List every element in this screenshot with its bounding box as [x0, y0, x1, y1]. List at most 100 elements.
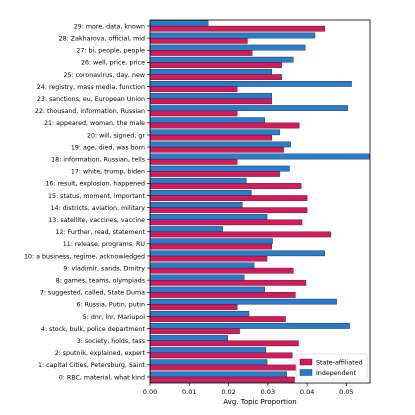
y-tick-label: 8: games, teams, olympiads — [56, 277, 145, 284]
bar-independent-2 — [149, 347, 267, 353]
legend-label-state-affiliated: State-affiliated — [316, 360, 363, 367]
bar-state-affiliated-18 — [149, 158, 238, 165]
bar-state-affiliated-12 — [149, 231, 331, 238]
bar-state-affiliated-3 — [149, 340, 299, 347]
y-tick-label: 2: sputnik, explained, expert — [55, 350, 146, 357]
bar-state-affiliated-27 — [149, 50, 253, 56]
bar-independent-12 — [149, 226, 223, 232]
bar-independent-17 — [149, 165, 290, 172]
bar-independent-24 — [149, 81, 352, 87]
y-tick-label: 19: age, died, was born — [71, 144, 145, 151]
bar-state-affiliated-24 — [149, 86, 238, 93]
bar-state-affiliated-26 — [149, 62, 282, 68]
bar-independent-27 — [149, 44, 306, 51]
bar-independent-25 — [149, 68, 272, 75]
bar-independent-13 — [149, 214, 268, 220]
bar-state-affiliated-0 — [149, 376, 295, 383]
bar-independent-26 — [149, 56, 294, 63]
y-tick-label: 25: coronavirus, day, new — [63, 72, 145, 79]
bar-state-affiliated-14 — [149, 207, 308, 214]
bar-state-affiliated-22 — [149, 110, 238, 117]
bar-state-affiliated-23 — [149, 98, 272, 105]
plot-frame — [149, 19, 371, 384]
legend-swatch-independent — [299, 369, 313, 376]
y-tick-label: 12: Further, read, statement — [55, 229, 145, 236]
bar-independent-5 — [149, 310, 250, 317]
bar-state-affiliated-19 — [149, 146, 284, 153]
bar-independent-6 — [149, 298, 337, 305]
bar-state-affiliated-25 — [149, 74, 282, 80]
bar-state-affiliated-5 — [149, 316, 286, 322]
bar-state-affiliated-29 — [149, 25, 326, 32]
y-tick-label: 11: release, programs, RU — [63, 241, 146, 248]
x-axis-ticks: 0.00 0.01 0.02 0.03 0.04 0.05 — [143, 383, 354, 396]
y-tick-label: 15: status, moment, important — [48, 193, 146, 200]
x-tick-label: 0.05 — [339, 388, 353, 396]
bar-independent-18 — [149, 153, 370, 160]
bar-independent-8 — [149, 274, 245, 281]
bar-independent-16 — [149, 177, 247, 184]
y-tick-label: 4: stock, bulk, police department — [41, 326, 146, 333]
y-tick-label: 29: more, data, known — [74, 23, 145, 30]
legend: State-affiliated Independent — [295, 353, 368, 381]
bar-state-affiliated-2 — [149, 352, 293, 359]
y-tick-label: 23: sanctions, eu, European Union — [37, 96, 145, 103]
bar-state-affiliated-6 — [149, 304, 238, 310]
bar-independent-10 — [149, 250, 326, 257]
bar-independent-19 — [149, 141, 291, 148]
bar-state-affiliated-28 — [149, 37, 248, 44]
bar-state-affiliated-8 — [149, 279, 307, 286]
y-tick-label: 3: society, holds, tass — [77, 338, 145, 345]
y-tick-label: 28: Zakharova, official, mid — [59, 35, 145, 42]
x-tick-label: 0.02 — [221, 388, 235, 396]
bar-state-affiliated-16 — [149, 183, 302, 189]
bar-state-affiliated-20 — [149, 134, 272, 141]
bar-independent-4 — [149, 323, 350, 329]
bar-state-affiliated-15 — [149, 195, 308, 201]
bar-state-affiliated-13 — [149, 219, 303, 226]
x-tick-label: 0.03 — [261, 388, 275, 396]
y-tick-label: 5: dnr, lnr, Mariupol — [83, 314, 146, 321]
bar-state-affiliated-1 — [149, 364, 297, 371]
bar-independent-3 — [149, 335, 228, 341]
plot-area — [149, 20, 370, 383]
y-tick-label: 7: suggested, called, State Duma — [40, 290, 145, 297]
y-axis-ticks: 0: RBC, material, what kind 1: capital Ci… — [24, 23, 150, 381]
bar-independent-0 — [149, 371, 287, 378]
y-tick-label: 21: appeared, woman, the male — [44, 120, 145, 127]
bar-state-affiliated-21 — [149, 122, 300, 129]
y-tick-label: 13: satellite, vaccines, vaccine — [48, 217, 145, 224]
bar-state-affiliated-11 — [149, 243, 272, 250]
bar-state-affiliated-9 — [149, 267, 294, 274]
legend-box — [295, 353, 368, 381]
y-tick-label: 20: will, signed, gr — [87, 132, 145, 139]
bar-independent-14 — [149, 202, 243, 208]
y-tick-label: 0: RBC, material, what kind — [59, 374, 145, 381]
bar-independent-20 — [149, 129, 280, 136]
x-axis-label: Avg. Topic Proportion — [223, 398, 296, 406]
y-tick-label: 18: information, Russian, tells — [51, 156, 145, 163]
y-tick-label: 16: result, explosion, happened — [46, 181, 146, 188]
y-tick-label: 10: a business, regime, acknowledged — [24, 253, 145, 260]
y-tick-label: 1: capital Cities, Petersburg, Saint — [38, 362, 146, 369]
bar-independent-22 — [149, 105, 348, 111]
x-tick-label: 0.00 — [143, 388, 157, 396]
bar-independent-7 — [149, 286, 265, 293]
bar-state-affiliated-4 — [149, 328, 240, 335]
x-tick-label: 0.04 — [300, 388, 314, 396]
bar-independent-21 — [149, 117, 265, 124]
bar-independent-23 — [149, 93, 272, 99]
y-tick-label: 22: thousand, information, Russian — [35, 108, 145, 115]
legend-swatch-state-affiliated — [299, 358, 313, 366]
bar-state-affiliated-10 — [149, 255, 268, 262]
bar-independent-11 — [149, 238, 273, 245]
x-tick-label: 0.01 — [182, 388, 196, 396]
legend-label-independent: Independent — [316, 370, 356, 377]
y-tick-label: 9: vladimir, sands, Dmitry — [63, 265, 145, 272]
bar-independent-29 — [149, 20, 209, 27]
bar-state-affiliated-7 — [149, 292, 296, 298]
y-tick-label: 14: districts, aviation, military — [51, 205, 146, 212]
bar-independent-28 — [149, 32, 316, 39]
y-tick-label: 27: bi, people, people — [76, 48, 145, 55]
